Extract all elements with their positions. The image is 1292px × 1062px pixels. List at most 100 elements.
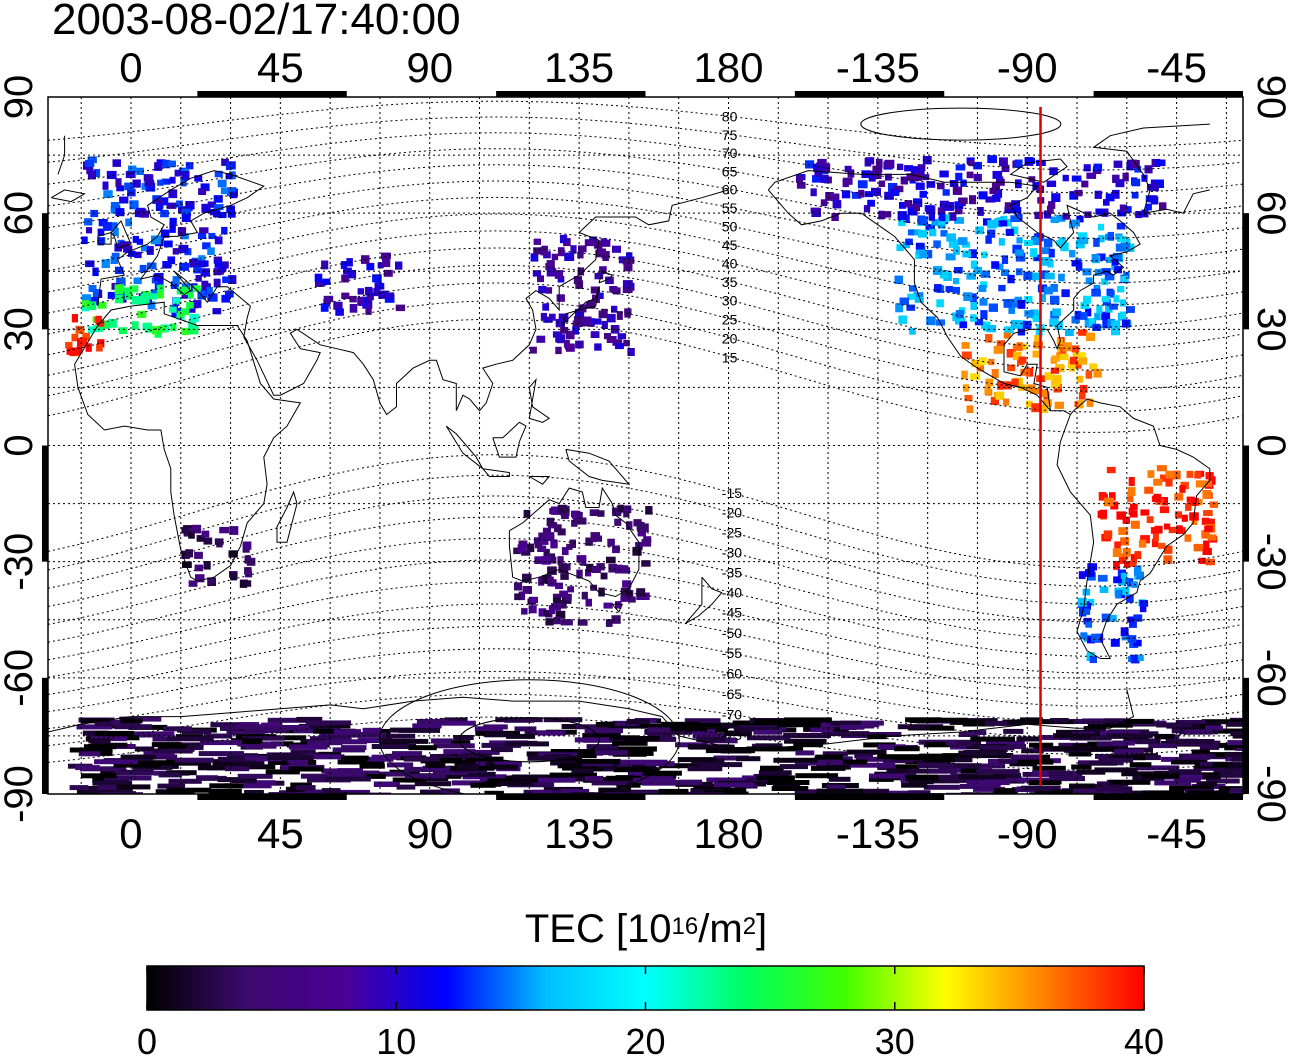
frame-bar-left [42, 445, 48, 562]
tec-cell [372, 274, 382, 283]
tec-cell [465, 756, 504, 762]
y-tick-left: 90 [0, 75, 41, 120]
tec-cell [587, 300, 595, 308]
maglat-contour [48, 603, 1243, 691]
tec-cell [557, 556, 564, 565]
tec-cell [534, 556, 545, 564]
tec-cell [988, 358, 995, 366]
tec-cell [594, 343, 602, 351]
tec-cell [538, 576, 545, 586]
frame-bar-top [496, 91, 646, 97]
tec-cell [83, 744, 117, 750]
tec-cell [1182, 754, 1211, 760]
tec-cell [905, 774, 938, 780]
tec-cell [82, 300, 90, 308]
tec-cell [267, 717, 315, 723]
tec-cell [909, 285, 917, 292]
tec-cell [883, 211, 892, 218]
tec-cell [242, 541, 252, 550]
tec-cell [1049, 318, 1059, 327]
tec-cell [521, 549, 531, 556]
tec-cell [592, 318, 602, 325]
tec-cell [697, 762, 743, 768]
colorbar-tick-label: 30 [874, 1021, 915, 1062]
tec-cell [110, 206, 119, 214]
tec-cell [532, 789, 552, 794]
tec-cell [983, 218, 992, 226]
tec-cell [981, 251, 988, 259]
tec-cell [611, 305, 618, 313]
tec-cell [157, 783, 186, 789]
tec-cell [877, 754, 923, 760]
tec-cell [163, 726, 192, 732]
tec-cell [1030, 236, 1041, 246]
tec-cell [571, 519, 578, 527]
tec-data-layer [65, 155, 1243, 794]
tec-cell [1083, 295, 1092, 304]
tec-cell [357, 296, 364, 306]
tec-cell [998, 284, 1006, 292]
tec-cell [555, 582, 563, 590]
tec-cell [767, 746, 804, 752]
tec-cell [626, 521, 633, 530]
tec-cell [894, 275, 904, 284]
tec-cell [1158, 542, 1166, 549]
tec-region [181, 524, 256, 588]
tec-region [65, 314, 105, 357]
tec-cell [209, 783, 244, 789]
maglat-contour [48, 264, 1243, 371]
tec-cell [863, 205, 871, 213]
x-tick-top: -90 [997, 44, 1058, 91]
tec-cell [756, 775, 795, 781]
tec-cell [1186, 470, 1194, 478]
tec-cell [605, 276, 614, 285]
tec-cell [116, 784, 151, 790]
tec-cell [1019, 343, 1028, 350]
tec-cell [1110, 638, 1120, 647]
tec-cell [97, 784, 126, 790]
tec-cell [226, 205, 235, 214]
tec-cell [567, 586, 574, 593]
tec-cell [1007, 274, 1015, 284]
tec-cell [959, 197, 968, 204]
tec-cell [571, 510, 580, 519]
tec-cell [359, 763, 385, 769]
x-tick-top: 90 [406, 44, 453, 91]
tec-cell [1147, 470, 1155, 478]
tec-region [529, 234, 635, 356]
tec-cell [1002, 719, 1042, 725]
tec-cell [1070, 219, 1080, 227]
tec-cell [219, 261, 229, 269]
tec-cell [1106, 466, 1116, 474]
tec-cell [1105, 303, 1113, 313]
maglat-label: -50 [722, 625, 742, 641]
tec-cell [546, 517, 555, 527]
tec-cell [86, 168, 94, 175]
tec-cell [557, 247, 565, 257]
tec-cell [857, 180, 868, 189]
tec-cell [713, 782, 755, 788]
tec-cell [952, 186, 963, 195]
tec-cell [1142, 790, 1185, 794]
tec-cell [259, 728, 289, 734]
tec-cell [929, 229, 937, 237]
tec-cell [1114, 266, 1122, 274]
tec-cell [955, 164, 966, 171]
tec-cell [194, 551, 203, 559]
tec-cell [1072, 349, 1080, 358]
plot-title: 2003-08-02/17:40:00 [52, 0, 461, 44]
tec-cell [1194, 725, 1223, 731]
tec-cell [1205, 558, 1215, 566]
x-tick-bottom: 90 [406, 810, 453, 857]
tec-cell [532, 270, 542, 277]
tec-cell [1160, 474, 1169, 482]
tec-cell [1119, 311, 1127, 320]
tec-region [68, 716, 1243, 794]
tec-cell [321, 768, 348, 774]
tec-cell [1005, 228, 1014, 236]
tec-cell [571, 768, 594, 774]
tec-cell [1201, 719, 1243, 725]
tec-cell [622, 580, 632, 588]
tec-cell [220, 763, 265, 769]
tec-cell [654, 779, 702, 785]
